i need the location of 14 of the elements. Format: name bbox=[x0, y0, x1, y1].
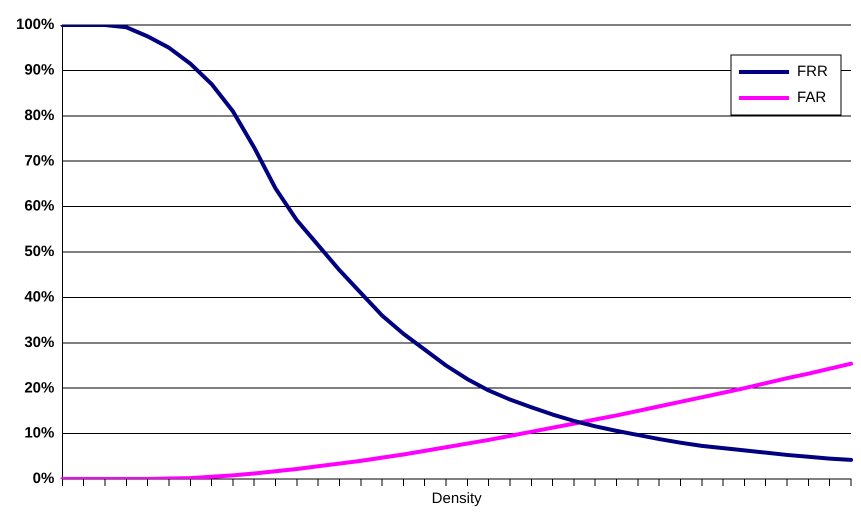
y-tick-label: 50% bbox=[24, 243, 54, 260]
y-tick-label: 30% bbox=[24, 334, 54, 351]
y-tick-label: 70% bbox=[24, 152, 54, 170]
y-tick-label: 60% bbox=[24, 198, 54, 215]
y-tick-label: 40% bbox=[24, 288, 54, 306]
legend-label: FRR bbox=[797, 63, 828, 80]
y-tick-label: 10% bbox=[24, 424, 54, 442]
y-tick-label: 100% bbox=[16, 16, 54, 34]
x-axis-title: Density bbox=[432, 490, 482, 508]
y-tick-label: 80% bbox=[24, 106, 54, 124]
y-tick-label: 20% bbox=[24, 379, 54, 396]
y-tick-label: 90% bbox=[24, 62, 54, 79]
y-tick-label: 0% bbox=[32, 470, 54, 488]
legend-label: FAR bbox=[797, 89, 826, 106]
